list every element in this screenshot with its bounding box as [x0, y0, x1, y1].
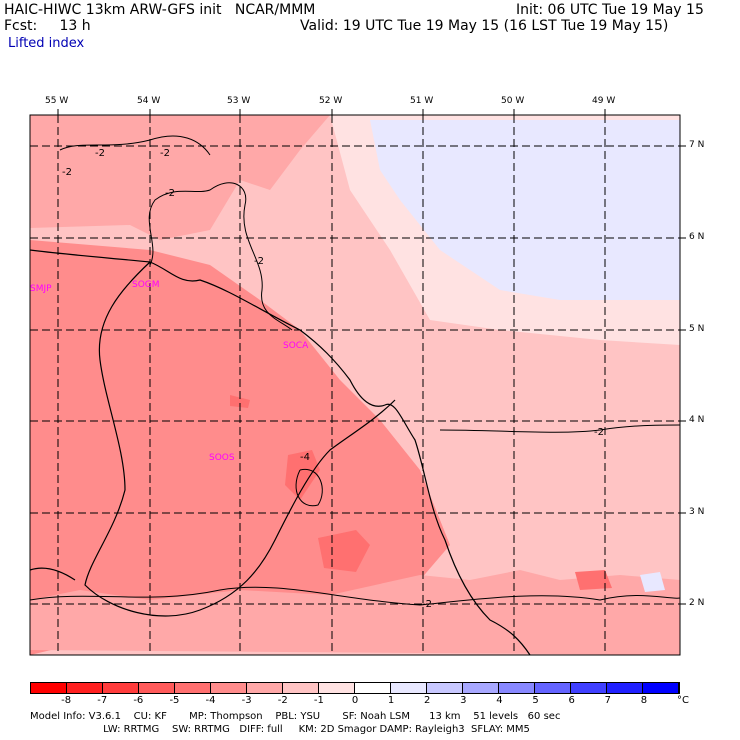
- field-fills: [30, 115, 680, 655]
- model-title: HAIC-HIWC 13km ARW-GFS init NCAR/MMM: [4, 2, 316, 18]
- border-west: [84, 261, 396, 617]
- colorbar-tick-label: -5: [169, 695, 180, 706]
- colorbar-tick-label: -4: [205, 695, 216, 706]
- lat-label: 7 N: [689, 140, 705, 150]
- colorbar-swatch: [31, 683, 67, 693]
- colorbar-swatch: [355, 683, 391, 693]
- colorbar-swatch: [211, 683, 247, 693]
- colorbar-swatch: [103, 683, 139, 693]
- lon-label: 55 W: [45, 96, 69, 106]
- colorbar-tick-label: -2: [277, 695, 288, 706]
- colorbar-tick-label: 2: [424, 695, 431, 706]
- contour-5: [295, 468, 323, 507]
- lon-label: 51 W: [410, 96, 434, 106]
- colorbar-tick-label: 5: [532, 695, 539, 706]
- colorbar-tick-label: -3: [241, 695, 252, 706]
- colorbar-swatch: [67, 683, 103, 693]
- station-label: SOOS: [209, 453, 235, 463]
- colorbar-tick-label: 7: [604, 695, 611, 706]
- colorbar-swatch: [463, 683, 499, 693]
- model-info-line-2: LW: RRTMG SW: RRTMG DIFF: full KM: 2D Sm…: [30, 724, 530, 735]
- colorbar-swatch: [535, 683, 571, 693]
- colorbar-swatch: [319, 683, 355, 693]
- contour-label: -2: [165, 188, 175, 199]
- fill-south: [30, 570, 680, 655]
- init-time: Init: 06 UTC Tue 19 May 15: [516, 2, 704, 18]
- colorbar-tick-label: 8: [640, 695, 648, 706]
- map-frame: [29, 114, 681, 656]
- graticule: [30, 115, 680, 655]
- fill-small-3: [285, 450, 320, 500]
- lat-label: 6 N: [689, 232, 705, 242]
- contour-label: -2: [95, 148, 105, 159]
- colorbar-unit: °C: [677, 695, 689, 706]
- colorbar-swatch: [391, 683, 427, 693]
- colorbar-swatch: [175, 683, 211, 693]
- contour-4: [439, 424, 681, 433]
- colorbar-swatch: [247, 683, 283, 693]
- colorbar-tick-label: -8: [61, 695, 72, 706]
- fill-east-blue: [370, 120, 680, 300]
- contour-3: [29, 586, 681, 606]
- frame-ticks: [57, 109, 686, 605]
- colorbar-tick-label: 1: [387, 695, 395, 706]
- border-south: [29, 567, 76, 581]
- colorbar-tick-label: 4: [496, 695, 503, 706]
- lat-label: 5 N: [689, 324, 705, 334]
- station-label: SOGM: [132, 280, 160, 290]
- fill-small-5: [640, 572, 665, 592]
- colorbar: [30, 682, 680, 694]
- contour-label: -2: [254, 256, 264, 267]
- lat-label: 3 N: [689, 507, 705, 517]
- valid-time: Valid: 19 UTC Tue 19 May 15 (16 LST Tue …: [300, 18, 669, 34]
- variable-name: Lifted index: [8, 36, 85, 51]
- colorbar-swatch: [607, 683, 643, 693]
- fill-small-1: [230, 395, 250, 408]
- coastline: [29, 249, 531, 656]
- colorbar-tick-label: 0: [351, 695, 359, 706]
- lat-label: 2 N: [689, 598, 705, 608]
- model-info-line-1: Model Info: V3.6.1 CU: KF MP: Thompson P…: [30, 711, 561, 722]
- colorbar-swatch: [139, 683, 175, 693]
- colorbar-tick-label: -6: [133, 695, 144, 706]
- colorbar-tick-label: -7: [97, 695, 108, 706]
- fill-small-2: [318, 530, 370, 572]
- fill-small-4: [575, 570, 612, 590]
- coast-borders: [29, 249, 531, 656]
- lon-label: 54 W: [137, 96, 161, 106]
- contour-label: -2: [160, 148, 170, 159]
- forecast-hour: Fcst: 13 h: [4, 18, 91, 34]
- lat-label: 4 N: [689, 415, 705, 425]
- station-label: SMJP: [30, 284, 52, 294]
- colorbar-swatch: [427, 683, 463, 693]
- colorbar-swatch: [571, 683, 607, 693]
- lon-label: 49 W: [592, 96, 616, 106]
- lon-label: 53 W: [227, 96, 251, 106]
- contour-label: -2: [594, 427, 604, 438]
- colorbar-swatch: [499, 683, 535, 693]
- colorbar-tick-label: 6: [568, 695, 575, 706]
- contour-label: -2: [62, 167, 72, 178]
- colorbar-tick-label: -1: [313, 695, 324, 706]
- contour-label: -4: [300, 452, 310, 463]
- contour-1: [148, 182, 293, 331]
- colorbar-swatch: [643, 683, 679, 693]
- station-label: SOCA: [283, 341, 309, 351]
- lon-label: 52 W: [319, 96, 343, 106]
- lon-label: 50 W: [501, 96, 525, 106]
- contour-label: -2: [422, 599, 432, 610]
- colorbar-tick-label: 3: [460, 695, 467, 706]
- colorbar-swatch: [283, 683, 319, 693]
